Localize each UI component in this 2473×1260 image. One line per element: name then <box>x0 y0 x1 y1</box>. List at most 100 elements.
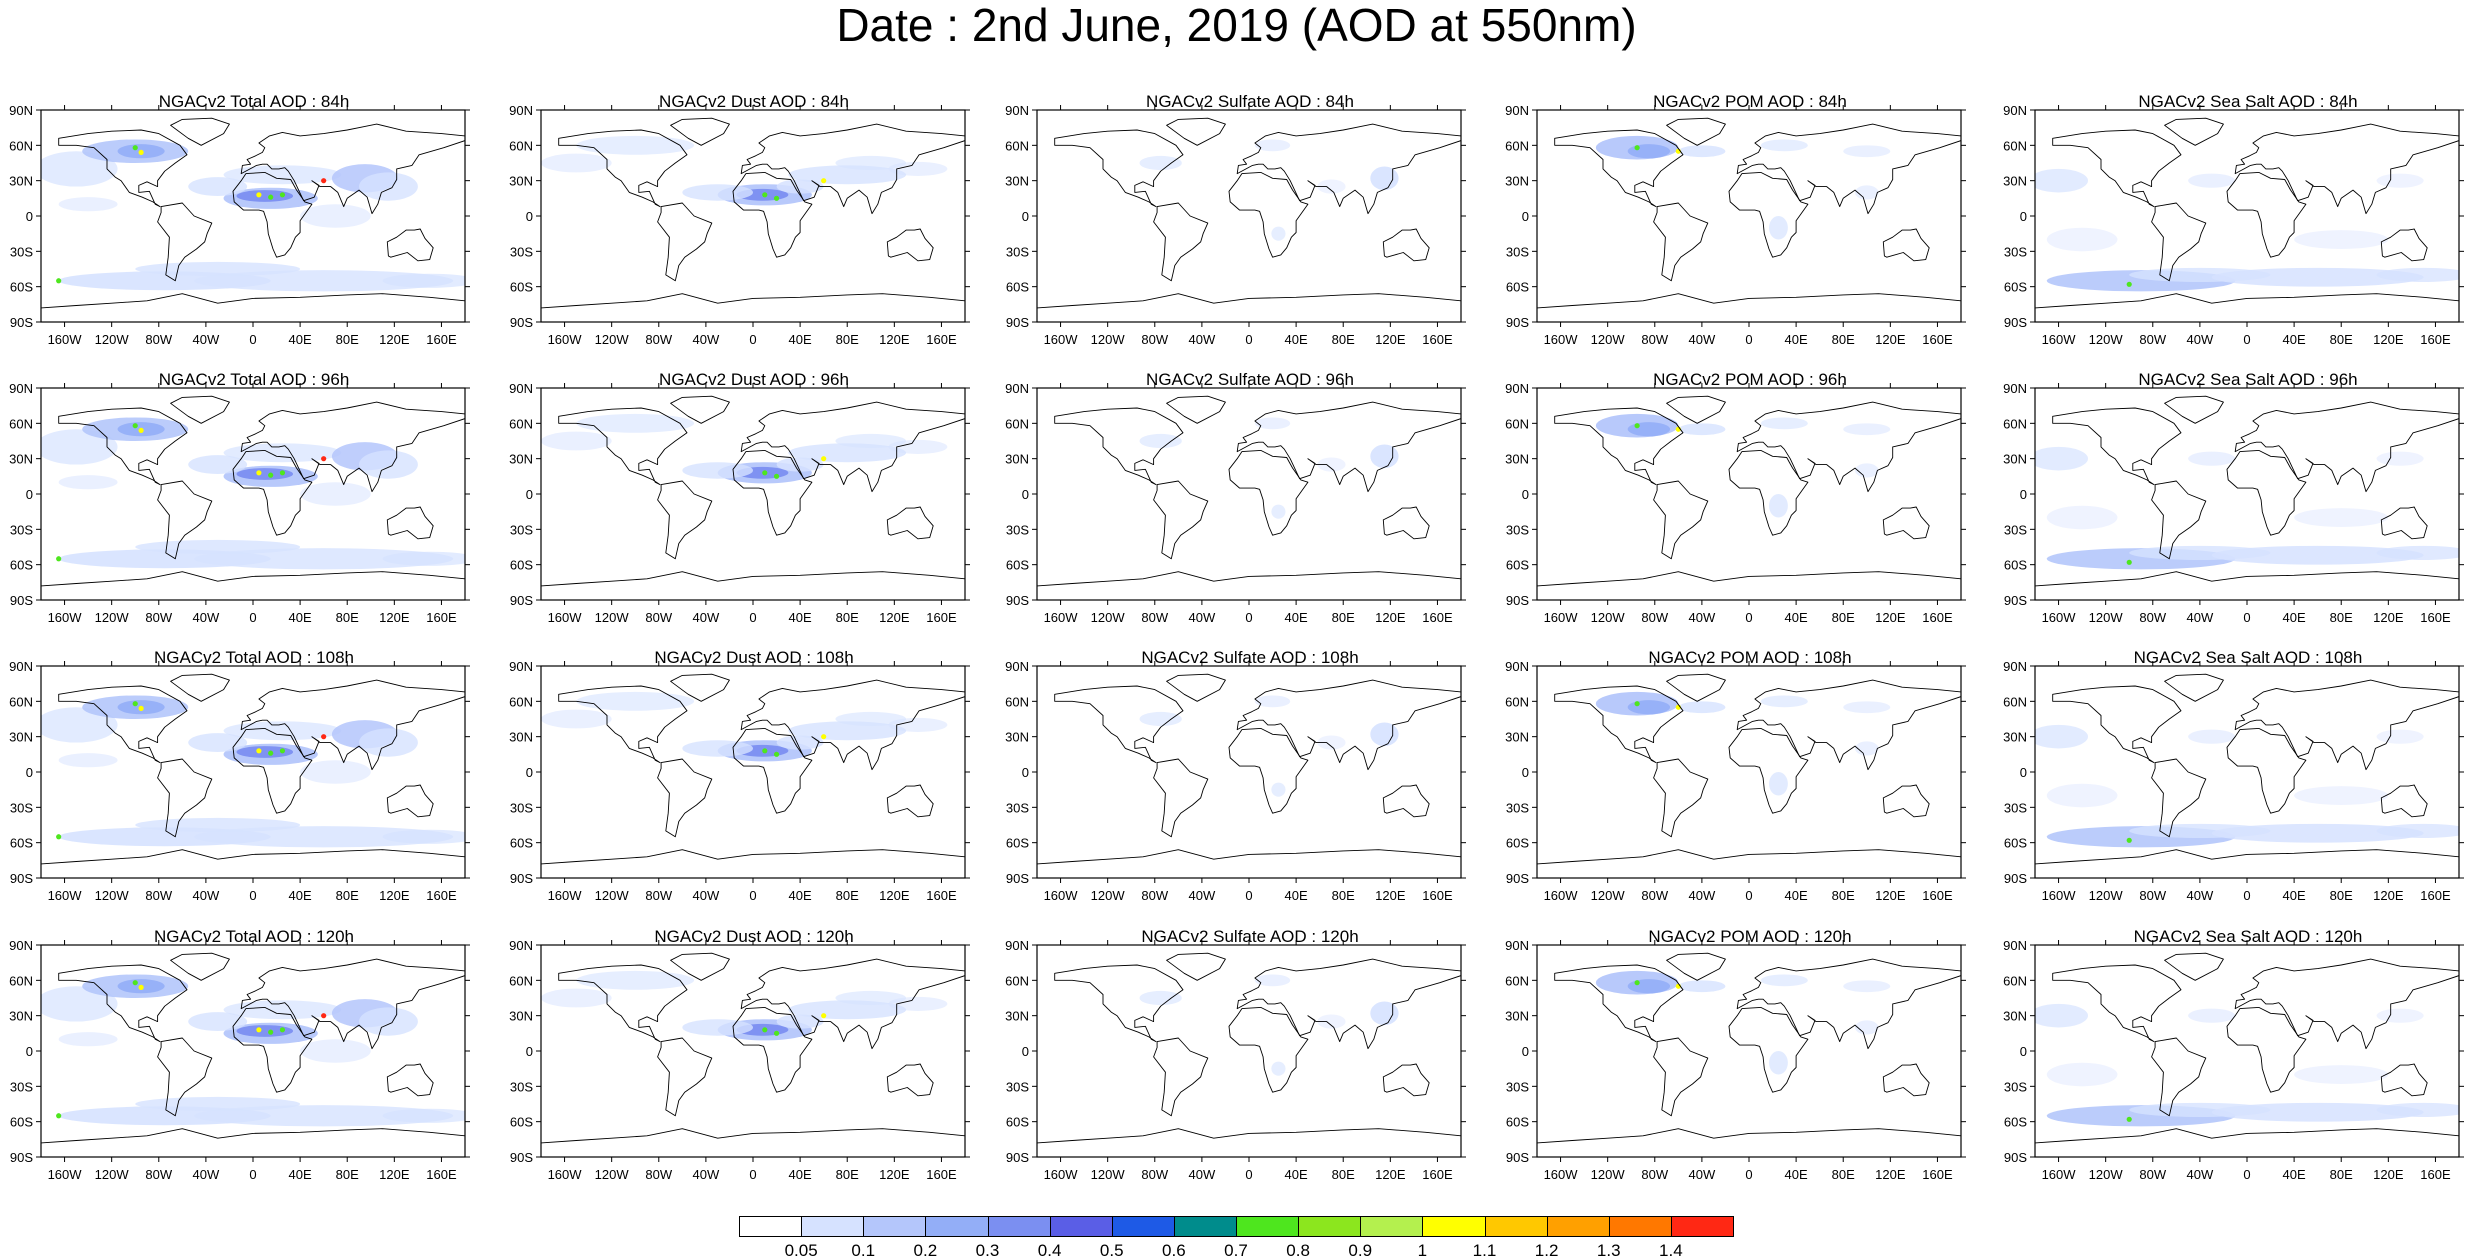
lat-tick-label: 30S <box>1006 800 1029 815</box>
colorbar-box <box>1422 1216 1486 1237</box>
map-panel: NGACv2 Dust AOD : 108h 90N 60N 30N 0 30S 60S 90… <box>500 648 998 928</box>
map-frame <box>1536 665 1962 879</box>
lat-tick-label: 30N <box>509 452 533 467</box>
lon-tick-label: 160W <box>48 610 83 625</box>
colorbar-label: 1.4 <box>1659 1241 1683 1260</box>
aod-blob <box>1678 701 1726 714</box>
lon-tick-label: 160E <box>2420 332 2451 347</box>
lat-tick-label: 90S <box>1506 593 1529 608</box>
lon-tick-label: 160E <box>426 332 457 347</box>
coastline <box>1882 784 1930 818</box>
map-panel: NGACv2 Sulfate AOD : 96h 90N 60N 30N 0 30S 60S… <box>996 370 1494 650</box>
lon-tick-label: 40E <box>2283 332 2306 347</box>
coastline <box>1537 293 1961 309</box>
coastline <box>58 129 188 208</box>
aod-blob <box>888 439 948 454</box>
aod-blob <box>1843 423 1891 436</box>
aod-peak <box>1634 423 1640 429</box>
coastline <box>386 784 434 818</box>
aod-blob <box>1769 772 1788 796</box>
colorbar-label: 0.05 <box>784 1241 818 1260</box>
coastlines <box>1037 952 1461 1144</box>
aod-field <box>2035 1003 2459 1127</box>
aod-peak <box>773 1030 780 1036</box>
map-plot: 90N 60N 30N 0 30S 60S 90S 160W 120W 80W 40W 0 40E 80E… <box>1005 381 1466 625</box>
lon-tick-label: 160W <box>1044 1167 1079 1182</box>
lon-tick-label: 160E <box>1422 1167 1453 1182</box>
lon-tick-label: 40E <box>1285 610 1308 625</box>
lat-tick-label: 60S <box>1006 836 1029 851</box>
lat-tick-label: 90N <box>1005 381 1029 396</box>
aod-blob <box>41 986 118 1022</box>
colorbar-label: 0.3 <box>975 1241 1000 1260</box>
aod-blob <box>1769 216 1788 240</box>
lat-tick-label: 60S <box>510 1115 533 1130</box>
lat-tick-label: 60S <box>1006 1115 1029 1130</box>
lon-tick-label: 80E <box>836 332 859 347</box>
coastline <box>1054 685 1184 764</box>
aod-blob <box>2211 1102 2424 1122</box>
lat-tick-label: 0 <box>1022 1044 1029 1059</box>
lat-tick-label: 30S <box>1506 800 1529 815</box>
lon-tick-label: 40E <box>1785 1167 1808 1182</box>
aod-blob <box>1254 417 1291 430</box>
lat-tick-label: 90N <box>9 938 33 953</box>
aod-blob <box>1627 144 1671 159</box>
lat-tick-label: 90N <box>9 381 33 396</box>
lon-tick-label: 160E <box>926 610 957 625</box>
aod-blob <box>194 1105 454 1127</box>
aod-blob <box>2294 1065 2389 1084</box>
aod-field <box>2035 446 2459 570</box>
aod-peak <box>762 470 768 476</box>
colorbar-box <box>1236 1216 1300 1237</box>
coastline <box>886 506 934 540</box>
lon-tick-label: 80W <box>145 1167 172 1182</box>
aod-blob <box>300 760 371 784</box>
lat-tick-label: 30N <box>2003 730 2027 745</box>
lat-tick-label: 0 <box>1022 487 1029 502</box>
lon-tick-label: 160W <box>1544 610 1579 625</box>
lat-tick-label: 60N <box>2003 416 2027 431</box>
aod-peak <box>138 149 144 155</box>
lat-tick-label: 90S <box>10 871 33 886</box>
lon-tick-label: 120W <box>595 332 630 347</box>
aod-blob <box>359 450 418 479</box>
coastline <box>157 758 213 838</box>
lat-tick-label: 30N <box>9 452 33 467</box>
aod-peak <box>321 734 327 740</box>
lat-tick-label: 60N <box>9 694 33 709</box>
aod-blob <box>1317 179 1346 194</box>
lon-tick-label: 0 <box>2243 332 2250 347</box>
lon-tick-label: 80W <box>2139 888 2166 903</box>
colorbar-label: 0.9 <box>1348 1241 1373 1260</box>
coastline <box>2151 1037 2207 1117</box>
lon-tick-label: 80E <box>1332 332 1355 347</box>
lon-tick-label: 120W <box>1591 610 1626 625</box>
panel-title: NGACv2 Sea Salt AOD : 108h <box>2133 648 2363 667</box>
coastline <box>1728 449 1809 536</box>
aod-blob <box>1139 990 1182 1006</box>
lon-tick-label: 160W <box>2042 888 2077 903</box>
aod-blob <box>1627 700 1671 715</box>
lon-tick-label: 120W <box>2089 888 2124 903</box>
coastline <box>2226 449 2307 536</box>
lon-tick-label: 160W <box>1044 610 1079 625</box>
aod-blob <box>58 197 118 212</box>
lat-tick-label: 60N <box>2003 694 2027 709</box>
lon-tick-label: 160E <box>2420 610 2451 625</box>
coastline <box>657 758 713 838</box>
lon-tick-label: 80W <box>1141 888 1168 903</box>
aod-blob <box>2046 227 2118 252</box>
map-plot: 90N 60N 30N 0 30S 60S 90S 160W 120W 80W 40W 0 40E 80E… <box>1005 659 1466 903</box>
lat-tick-label: 90N <box>509 938 533 953</box>
lon-tick-label: 160W <box>1044 888 1079 903</box>
coastlines <box>2035 395 2459 587</box>
coastline <box>2164 673 2224 702</box>
lon-tick-label: 160W <box>548 1167 583 1182</box>
aod-blob <box>541 431 612 451</box>
lon-tick-label: 160W <box>1544 332 1579 347</box>
aod-blob <box>788 443 907 463</box>
aod-peak <box>762 748 768 754</box>
lat-tick-label: 90S <box>10 593 33 608</box>
